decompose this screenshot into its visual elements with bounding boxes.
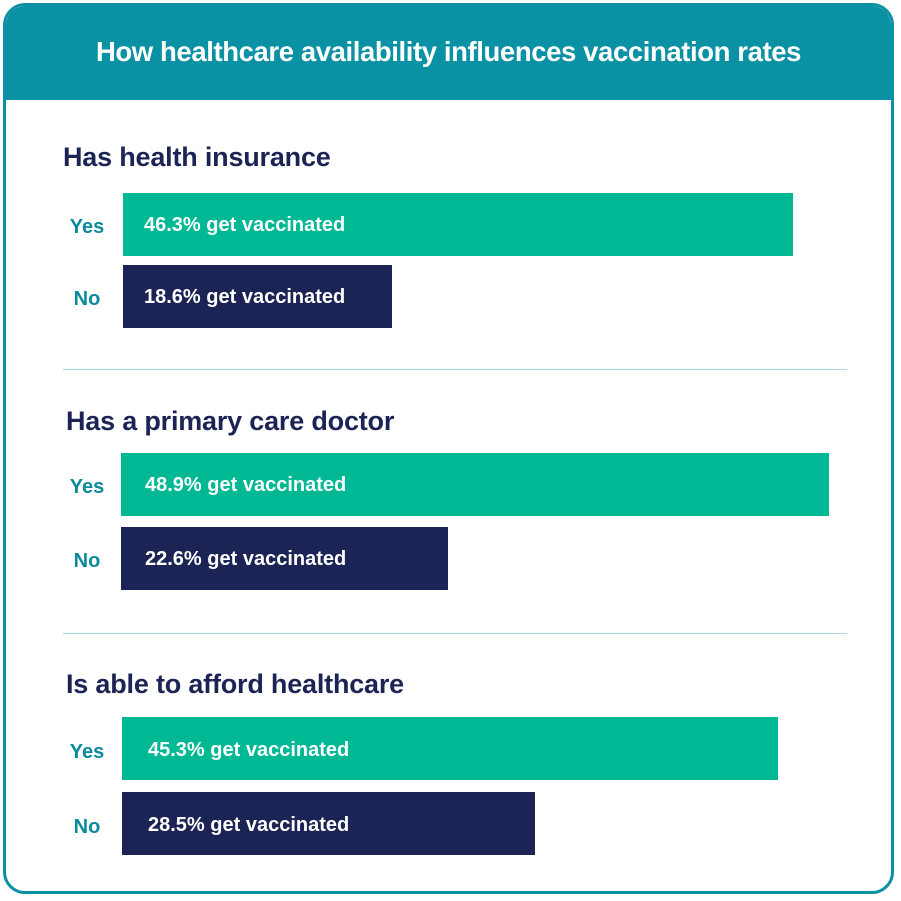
bar-value-label: 48.9% get vaccinated <box>145 474 347 496</box>
row-label-yes: Yes <box>69 216 105 238</box>
bar-primary-care-yes: 48.9% get vaccinated <box>121 453 829 516</box>
bar-value-label: 28.5% get vaccinated <box>148 814 350 836</box>
bar-health-insurance-no: 18.6% get vaccinated <box>123 265 392 328</box>
group-divider <box>63 369 847 370</box>
chart-card: How healthcare availability influences v… <box>3 3 894 894</box>
chart-header: How healthcare availability influences v… <box>6 6 891 100</box>
bar-afford-healthcare-no: 28.5% get vaccinated <box>122 792 535 855</box>
row-label-yes: Yes <box>69 476 105 498</box>
chart-title: How healthcare availability influences v… <box>95 36 802 67</box>
group-title-health-insurance: Has health insurance <box>63 142 331 172</box>
group-divider <box>63 633 847 634</box>
row-label-no: No <box>73 288 101 310</box>
bar-health-insurance-yes: 46.3% get vaccinated <box>123 193 793 256</box>
bar-value-label: 46.3% get vaccinated <box>144 214 346 236</box>
row-label-no: No <box>73 550 101 572</box>
bar-value-label: 22.6% get vaccinated <box>145 548 347 570</box>
group-title-primary-care-doctor: Has a primary care doctor <box>66 406 395 436</box>
bar-afford-healthcare-yes: 45.3% get vaccinated <box>122 717 778 780</box>
bar-primary-care-no: 22.6% get vaccinated <box>121 527 448 590</box>
bar-value-label: 18.6% get vaccinated <box>144 286 346 308</box>
row-label-no: No <box>73 816 101 838</box>
group-title-afford-healthcare: Is able to afford healthcare <box>66 669 404 699</box>
row-label-yes: Yes <box>69 741 105 763</box>
bar-value-label: 45.3% get vaccinated <box>148 739 350 761</box>
